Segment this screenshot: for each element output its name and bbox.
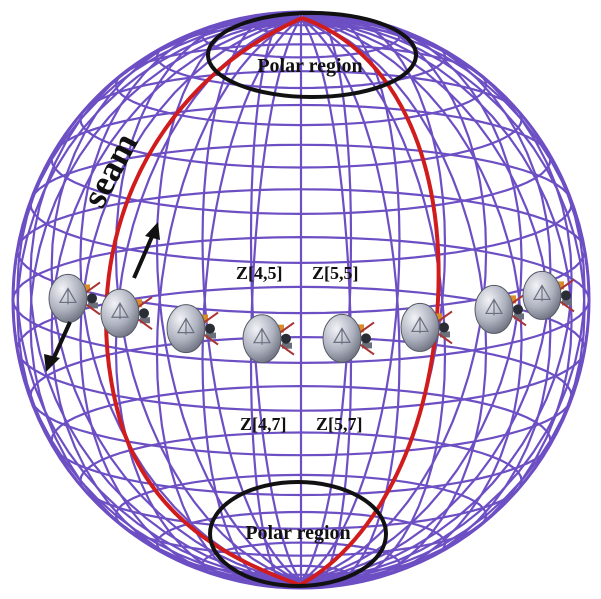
satellite-panel [282, 342, 292, 349]
satellite [166, 304, 219, 354]
satellite-panel [440, 331, 450, 338]
satellite [522, 270, 575, 320]
satellite [400, 302, 453, 352]
satellite-antenna [359, 321, 375, 334]
satellite-antenna [137, 318, 153, 331]
satellite-feed [332, 327, 352, 345]
satellite-feed [176, 317, 196, 335]
polar-ring-bottom [208, 480, 388, 588]
satellite-panel [134, 299, 142, 308]
satellite [48, 273, 101, 323]
satellite-panel [140, 317, 150, 324]
satellite-antenna [559, 278, 575, 291]
zone-label-z55: Z[5,5] [312, 263, 359, 283]
satellite-panel [362, 342, 372, 349]
polar-ring-top [206, 11, 418, 99]
satellite-hub [361, 333, 371, 344]
satellite-panel [276, 324, 284, 333]
satellite-hub [513, 304, 523, 315]
motion-arrows [44, 222, 160, 372]
satellite-antenna [559, 300, 575, 313]
satellite-antenna [203, 311, 219, 324]
satellite-panel [82, 284, 90, 293]
satellite-antenna [203, 333, 219, 346]
satellite-panel [206, 332, 216, 339]
satellite-hub [281, 333, 291, 344]
satellite-feed [532, 284, 552, 302]
satellite-antenna [85, 281, 101, 294]
satellite [474, 284, 527, 334]
zone-label-z57: Z[5,7] [316, 414, 363, 434]
satellite [242, 314, 295, 364]
satellite-hub [205, 323, 215, 334]
satellite-panel [356, 324, 364, 333]
satellite-feed [252, 327, 272, 345]
satellite-hub [87, 293, 97, 304]
satellite-antenna [359, 343, 375, 356]
satellite-antenna [85, 303, 101, 316]
zone-label-z47: Z[4,7] [240, 414, 287, 434]
satellite-hub [561, 290, 571, 301]
satellite-panel [200, 314, 208, 323]
satellite-panel [508, 295, 516, 304]
satellite-feed [110, 302, 130, 320]
satellite [322, 313, 375, 363]
satellite-panel [556, 281, 564, 290]
polar-region-top-label: Polar region [257, 55, 362, 77]
satellite-hub [439, 322, 449, 333]
satellite-antenna [511, 314, 527, 327]
satellite-row [48, 270, 575, 364]
satellite-feed [410, 316, 430, 334]
satellite-panel [434, 313, 442, 322]
satellite-antenna [279, 343, 295, 356]
zone-label-z45: Z[4,5] [236, 263, 283, 283]
satellite-panel [88, 302, 98, 309]
arrow-down-left [44, 321, 72, 372]
satellite-hub [139, 308, 149, 319]
seam-line [104, 16, 303, 587]
satellite-panel [514, 313, 524, 320]
satellite-panel [562, 299, 572, 306]
arrow-up-right [132, 222, 160, 279]
satellite-feed [58, 287, 78, 305]
satellite-antenna [437, 310, 453, 323]
satellite-feed [484, 298, 504, 316]
polar-region-bottom-label: Polar region [245, 522, 350, 544]
seam-line-east [299, 16, 441, 587]
satellite-antenna [137, 296, 153, 309]
satellite-antenna [437, 332, 453, 345]
satellite-antenna [279, 321, 295, 334]
satellite [100, 288, 153, 338]
